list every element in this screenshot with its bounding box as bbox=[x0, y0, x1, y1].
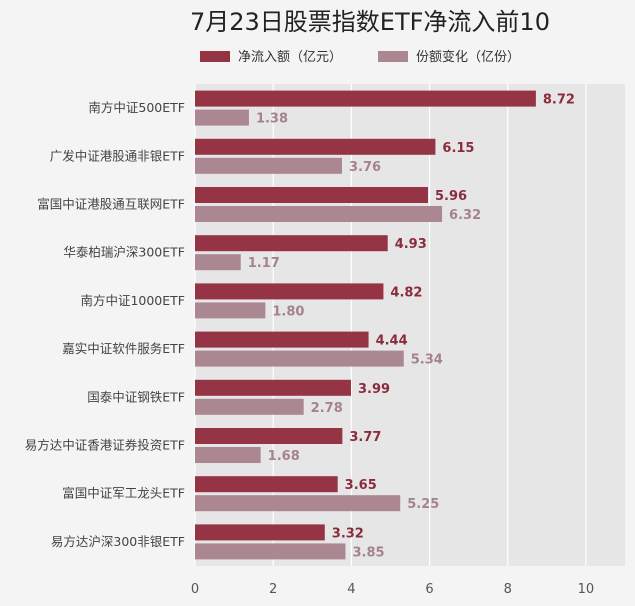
legend-label: 份额变化（亿份） bbox=[416, 49, 520, 65]
category-label: 富国中证军工龙头ETF bbox=[62, 486, 185, 501]
bar-share-change bbox=[195, 447, 261, 463]
data-label: 4.82 bbox=[390, 285, 422, 300]
data-label: 2.78 bbox=[311, 401, 343, 416]
bar-net-inflow bbox=[195, 476, 338, 493]
category-label: 南方中证1000ETF bbox=[80, 293, 185, 308]
data-label: 3.85 bbox=[353, 545, 385, 560]
data-label: 4.44 bbox=[376, 334, 408, 349]
bar-net-inflow bbox=[195, 283, 384, 300]
x-tick-label: 4 bbox=[347, 582, 355, 597]
data-label: 5.96 bbox=[435, 189, 467, 204]
legend-swatch bbox=[200, 51, 230, 62]
legend-label: 净流入额（亿元） bbox=[238, 50, 342, 65]
category-label: 易方达沪深300非银ETF bbox=[51, 534, 185, 549]
data-label: 4.93 bbox=[395, 237, 427, 252]
x-tick-label: 6 bbox=[425, 582, 433, 597]
data-label: 3.32 bbox=[332, 526, 364, 541]
bar-net-inflow bbox=[195, 428, 343, 444]
data-label: 5.34 bbox=[411, 353, 443, 368]
bar-net-inflow bbox=[195, 379, 351, 396]
data-label: 1.17 bbox=[248, 256, 280, 271]
x-tick-label: 10 bbox=[578, 582, 595, 597]
bar-share-change bbox=[195, 543, 346, 560]
data-label: 3.77 bbox=[349, 430, 381, 445]
x-tick-label: 8 bbox=[504, 582, 512, 597]
data-label: 3.76 bbox=[349, 160, 381, 175]
data-label: 5.25 bbox=[407, 497, 439, 512]
category-labels: 南方中证500ETF 广发中证港股通非银ETF 富国中证港股通互联网ETF 华泰柏瑞沪… bbox=[25, 100, 185, 549]
plot-background bbox=[195, 84, 625, 566]
bars bbox=[195, 90, 536, 560]
bar-net-inflow bbox=[195, 138, 436, 155]
bar-net-inflow bbox=[195, 90, 536, 107]
bar-net-inflow bbox=[195, 235, 388, 252]
bar-share-change bbox=[195, 157, 342, 174]
bar-share-change bbox=[195, 398, 304, 415]
bar-net-inflow bbox=[195, 524, 325, 541]
legend-swatch bbox=[378, 51, 408, 62]
category-label: 嘉实中证软件服务ETF bbox=[62, 341, 185, 356]
category-label: 国泰中证钢铁ETF bbox=[87, 389, 185, 404]
data-label: 3.99 bbox=[358, 382, 390, 397]
data-label: 1.68 bbox=[268, 449, 300, 464]
value-labels: 8.72 1.38 6.15 3.76 5.96 6.32 4.93 1.17 4.82 1.80… bbox=[248, 93, 575, 561]
data-label: 1.80 bbox=[272, 304, 304, 319]
category-label: 南方中证500ETF bbox=[88, 100, 185, 115]
chart-title: 7月23日股票指数ETF净流入前10 bbox=[190, 8, 550, 36]
bar-net-inflow bbox=[195, 331, 369, 348]
x-axis-ticks: 0 2 4 6 8 10 bbox=[191, 582, 594, 597]
category-label: 华泰柏瑞沪深300ETF bbox=[63, 245, 185, 260]
data-label: 6.32 bbox=[449, 208, 481, 223]
data-label: 8.72 bbox=[543, 93, 575, 108]
legend: 净流入额（亿元） 份额变化（亿份） bbox=[200, 49, 520, 65]
category-label: 富国中证港股通互联网ETF bbox=[37, 197, 185, 212]
bar-share-change bbox=[195, 495, 401, 512]
data-label: 3.65 bbox=[345, 478, 377, 493]
bar-share-change bbox=[195, 206, 443, 222]
bar-share-change bbox=[195, 350, 404, 367]
bar-share-change bbox=[195, 302, 266, 319]
data-label: 1.38 bbox=[256, 112, 288, 127]
bar-net-inflow bbox=[195, 187, 428, 203]
data-label: 6.15 bbox=[442, 141, 474, 156]
category-label: 易方达中证香港证券投资ETF bbox=[25, 438, 185, 453]
bar-share-change bbox=[195, 109, 249, 126]
x-tick-label: 0 bbox=[191, 582, 199, 597]
x-tick-label: 2 bbox=[269, 582, 277, 597]
category-label: 广发中证港股通非银ETF bbox=[50, 148, 185, 163]
bar-share-change bbox=[195, 254, 241, 271]
